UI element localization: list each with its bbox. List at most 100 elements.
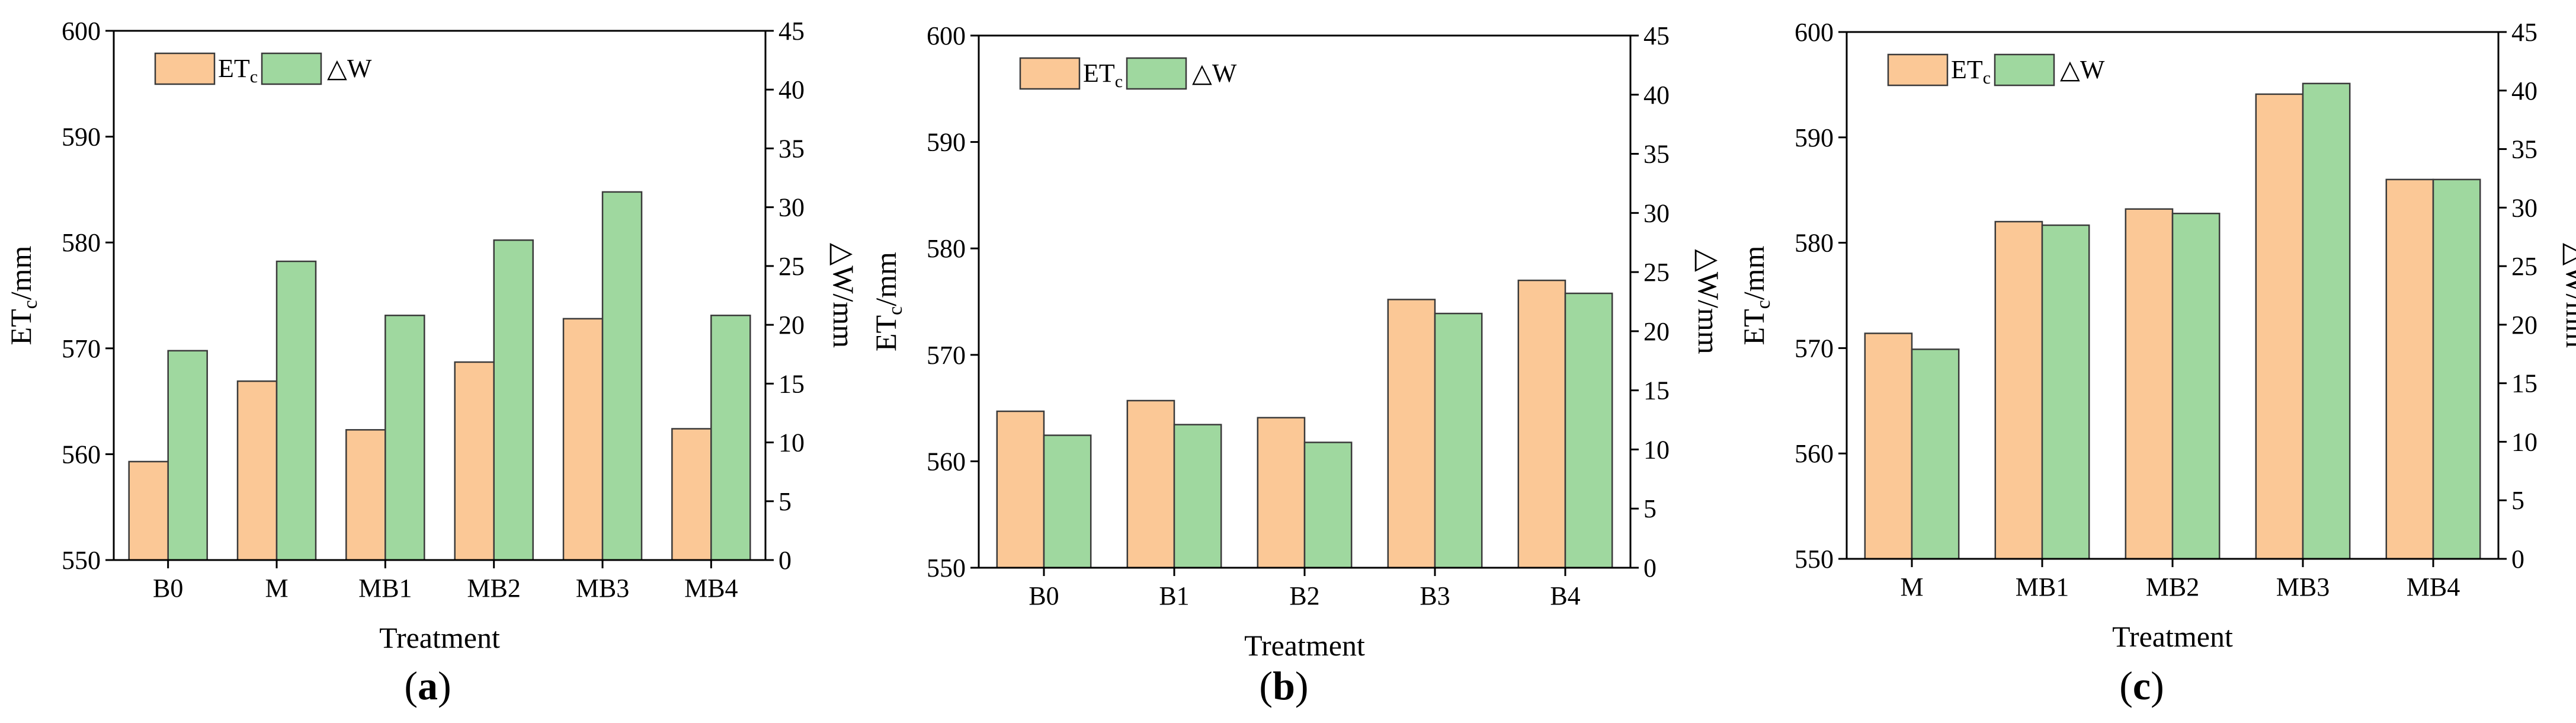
bar-etc-b0	[996, 410, 1045, 569]
left-y-tick-label: 550	[62, 546, 101, 575]
right-y-tick-label: 10	[778, 428, 805, 458]
right-y-tick-label: 35	[1643, 140, 1670, 169]
bar-dw-mb4	[710, 314, 751, 561]
x-axis-title: Treatment	[379, 621, 500, 654]
x-tick-label: B0	[153, 574, 183, 603]
right-y-tick-label: 25	[778, 252, 805, 281]
bar-etc-m	[236, 380, 278, 561]
chart-panel-a: B0 M MB1 MB2 MB3 MB4 550 560 570 580 590 600 0 5 10 15 2…	[4, 17, 860, 708]
right-y-tick-label: 5	[778, 487, 792, 516]
legend-swatch-dw	[261, 52, 322, 85]
left-y-tick-label: 550	[1795, 545, 1834, 574]
bar-dw-mb1	[2041, 224, 2090, 560]
legend-label-etc: ETc	[1083, 59, 1123, 91]
right-y-axis-title: △W/mm	[2560, 243, 2576, 348]
bar-dw-b4	[1564, 292, 1613, 569]
right-y-tick-label: 40	[778, 75, 805, 104]
bar-etc-b0	[128, 460, 169, 561]
x-tick-label: MB1	[2016, 572, 2069, 602]
bar-dw-b0	[167, 350, 208, 561]
chart-panel-b: B0 B1 B2 B3 B4 550 560 570 580 590 600 0 5 10 15 20 25 30…	[869, 21, 1725, 708]
panel-label: (b)	[1259, 663, 1308, 708]
left-y-tick-label: 580	[62, 228, 101, 257]
x-tick-label: MB2	[2146, 572, 2199, 602]
bar-etc-mb4	[2385, 178, 2434, 560]
legend-label-dw: △W	[327, 54, 372, 83]
legend-swatch-dw	[1994, 53, 2055, 87]
x-axis-title: Treatment	[2112, 620, 2233, 653]
right-y-axis-title: △W/mm	[1692, 249, 1725, 354]
x-tick-label: M	[265, 574, 288, 603]
right-y-tick-label: 45	[1643, 21, 1670, 50]
bar-etc-mb2	[2125, 208, 2174, 560]
right-y-tick-label: 10	[1643, 435, 1670, 464]
x-tick-label: MB1	[358, 574, 412, 603]
x-tick-label: B0	[1029, 581, 1059, 610]
x-axis-title: Treatment	[1244, 629, 1365, 662]
right-y-tick-label: 40	[1643, 81, 1670, 110]
left-y-tick-label: 550	[927, 554, 966, 583]
bar-dw-m	[275, 260, 317, 561]
right-y-tick-label: 15	[1643, 376, 1670, 405]
right-y-tick-label: 0	[2511, 545, 2524, 574]
legend-label-etc: ETc	[1951, 55, 1991, 88]
x-tick-label: B3	[1420, 581, 1450, 610]
right-y-tick-label: 25	[1643, 258, 1670, 287]
right-y-tick-label: 35	[2511, 135, 2537, 164]
left-y-tick-label: 600	[927, 21, 966, 50]
bar-dw-mb3	[2302, 82, 2351, 560]
bar-etc-b4	[1517, 279, 1566, 569]
right-y-axis-title: △W/mm	[827, 243, 860, 348]
legend-swatch-etc	[1887, 53, 1949, 87]
left-y-axis-title: ETc/mm	[4, 245, 41, 345]
right-y-tick-label: 45	[778, 17, 805, 46]
legend-swatch-etc	[1019, 57, 1081, 90]
legend-label-dw: △W	[2060, 55, 2105, 84]
left-y-tick-label: 580	[927, 234, 966, 263]
left-y-tick-label: 560	[62, 440, 101, 469]
right-y-tick-label: 30	[1643, 199, 1670, 228]
right-y-tick-label: 15	[778, 369, 805, 398]
x-tick-label: MB3	[2276, 572, 2330, 602]
bar-etc-mb4	[671, 428, 712, 561]
left-y-tick-label: 570	[62, 334, 101, 363]
left-y-axis-title: ETc/mm	[1737, 245, 1774, 345]
right-y-tick-label: 0	[778, 546, 792, 575]
x-tick-label: MB3	[576, 574, 629, 603]
left-y-tick-label: 580	[1795, 229, 1834, 258]
right-y-tick-label: 30	[778, 193, 805, 222]
bar-dw-b0	[1043, 434, 1092, 569]
right-y-tick-label: 30	[2511, 193, 2537, 222]
bar-etc-mb2	[454, 361, 495, 561]
bar-etc-b3	[1387, 299, 1436, 569]
bar-dw-b2	[1303, 442, 1353, 569]
bar-etc-mb1	[345, 429, 386, 561]
plot-frame	[113, 30, 767, 561]
right-y-tick-label: 15	[2511, 369, 2537, 398]
bar-dw-m	[1911, 348, 1960, 560]
x-tick-label: MB4	[684, 574, 738, 603]
left-y-tick-label: 570	[927, 341, 966, 370]
legend-swatch-etc	[154, 52, 216, 85]
bar-etc-m	[1864, 332, 1913, 560]
panel-label: (c)	[2119, 663, 2164, 708]
legend-label-etc: ETc	[218, 54, 258, 87]
right-y-tick-label: 10	[2511, 427, 2537, 456]
bar-etc-mb3	[2255, 93, 2304, 560]
left-y-tick-label: 600	[62, 17, 101, 46]
left-y-axis-title: ETc/mm	[869, 252, 906, 351]
x-tick-label: MB2	[467, 574, 520, 603]
right-y-tick-label: 45	[2511, 18, 2537, 47]
right-y-tick-label: 0	[1643, 554, 1657, 583]
right-y-tick-label: 5	[2511, 486, 2524, 515]
right-y-tick-label: 35	[778, 134, 805, 163]
bar-dw-b1	[1173, 424, 1222, 569]
bar-etc-mb3	[562, 318, 604, 561]
left-y-tick-label: 570	[1795, 334, 1834, 363]
right-y-tick-label: 20	[2511, 311, 2537, 340]
left-y-tick-label: 590	[927, 128, 966, 157]
right-y-tick-label: 5	[1643, 494, 1657, 523]
x-tick-label: MB4	[2407, 572, 2460, 602]
bar-dw-mb1	[385, 314, 425, 561]
